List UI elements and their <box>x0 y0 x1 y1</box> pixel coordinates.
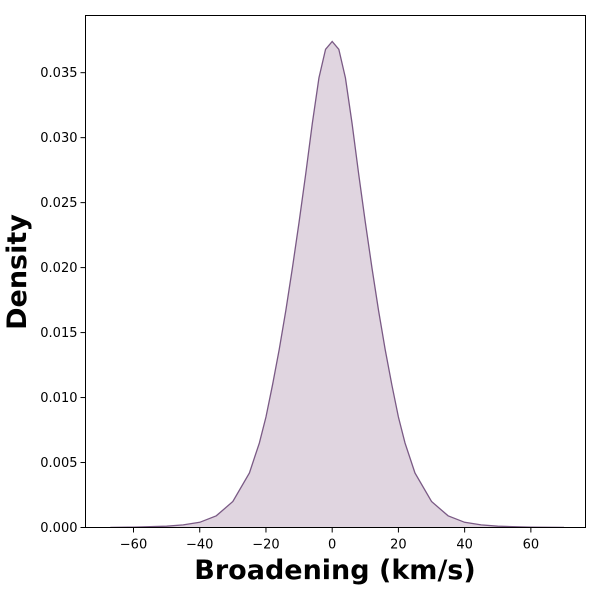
density-area-fill <box>110 41 564 528</box>
plot-frame <box>85 15 586 528</box>
x-tick-label: 20 <box>390 538 407 553</box>
y-tick-label: 0.015 <box>40 326 77 341</box>
y-tick-label: 0.010 <box>40 391 77 406</box>
x-axis-title: Broadening (km/s) <box>194 555 475 586</box>
density-curve-line <box>110 40 564 529</box>
x-tick-label: 40 <box>456 538 473 553</box>
x-tick-label: −20 <box>252 538 279 553</box>
y-axis: 0.000 0.005 0.010 0.015 0.020 0.025 0.030 0.035 <box>40 66 86 536</box>
y-tick-label: 0.035 <box>40 66 77 81</box>
x-tick-label: 0 <box>328 538 336 553</box>
y-tick-label: 0.025 <box>40 196 77 211</box>
y-tick-label: 0.005 <box>40 456 77 471</box>
y-axis-title: Density <box>2 214 33 330</box>
y-tick-label: 0.030 <box>40 131 77 146</box>
x-axis: −60 −40 −20 0 20 40 60 <box>120 527 540 553</box>
x-tick-label: −60 <box>120 538 147 553</box>
y-tick-label: 0.000 <box>40 521 77 536</box>
y-tick-label: 0.020 <box>40 261 77 276</box>
x-tick-label: −40 <box>186 538 213 553</box>
x-tick-label: 60 <box>523 538 540 553</box>
